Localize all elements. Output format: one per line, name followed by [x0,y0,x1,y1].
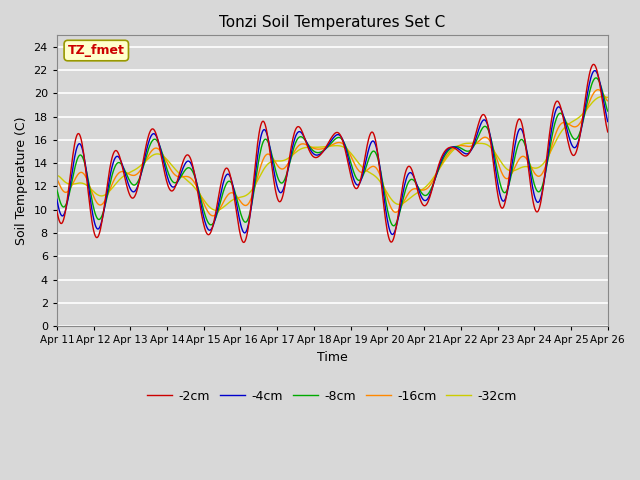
-8cm [593,75,600,81]
-4cm [388,231,396,237]
-2cm [53,208,61,214]
-8cm [53,187,61,193]
-32cm [604,95,612,100]
Title: Tonzi Soil Temperatures Set C: Tonzi Soil Temperatures Set C [219,15,445,30]
-16cm [53,177,61,182]
-2cm [590,61,598,67]
-32cm [175,171,183,177]
-4cm [604,119,612,124]
Legend: -2cm, -4cm, -8cm, -16cm, -32cm: -2cm, -4cm, -8cm, -16cm, -32cm [143,384,522,408]
-16cm [205,210,212,216]
-32cm [120,173,127,179]
Text: TZ_fmet: TZ_fmet [68,44,125,57]
-8cm [400,193,408,199]
-16cm [63,189,70,195]
-2cm [175,171,183,177]
Line: -2cm: -2cm [57,64,608,242]
-8cm [120,165,127,170]
-2cm [400,176,408,182]
-4cm [416,191,424,196]
-8cm [175,176,183,182]
-32cm [53,173,61,179]
-32cm [212,207,220,213]
Y-axis label: Soil Temperature (C): Soil Temperature (C) [15,117,28,245]
-32cm [63,180,70,186]
-2cm [416,196,424,202]
X-axis label: Time: Time [317,350,348,364]
-4cm [120,166,127,171]
-2cm [120,169,127,175]
-4cm [591,68,598,73]
-2cm [604,129,612,135]
Line: -8cm: -8cm [57,78,608,226]
-16cm [400,199,408,204]
-8cm [205,220,212,226]
-16cm [604,98,612,104]
-2cm [63,200,70,205]
-8cm [390,223,398,228]
Line: -32cm: -32cm [57,96,608,210]
-16cm [209,213,217,219]
-4cm [53,196,61,202]
-16cm [175,174,183,180]
-16cm [416,187,424,192]
-8cm [416,188,424,193]
-16cm [594,87,602,93]
Line: -4cm: -4cm [57,71,608,234]
-2cm [205,232,212,238]
-4cm [205,227,212,233]
-32cm [400,200,408,205]
-4cm [175,175,183,180]
-8cm [63,200,70,205]
-4cm [400,185,408,191]
-32cm [416,188,424,194]
-2cm [240,240,248,245]
-32cm [598,94,606,99]
-16cm [120,169,127,175]
-32cm [205,203,212,209]
Line: -16cm: -16cm [57,90,608,216]
-8cm [604,108,612,114]
-4cm [63,202,70,208]
